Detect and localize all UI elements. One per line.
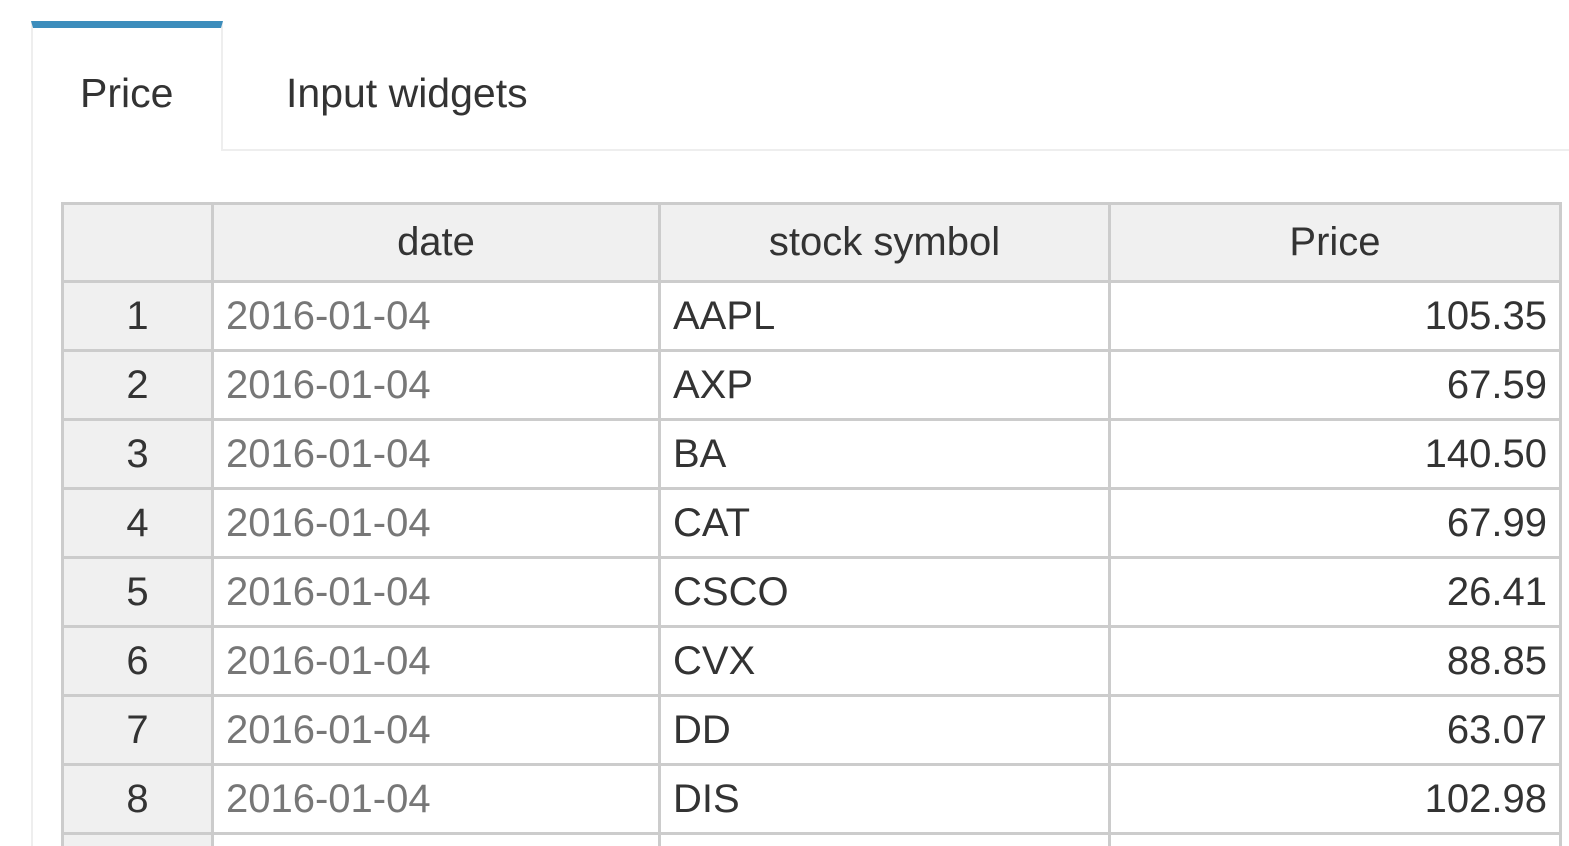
- row-header-cell[interactable]: 4: [61, 487, 214, 559]
- date-cell[interactable]: 2016-01-04: [211, 556, 661, 628]
- table-row: 2 2016-01-04 AXP 67.59: [61, 349, 1562, 421]
- date-cell[interactable]: 2016-01-04: [211, 487, 661, 559]
- row-header-cell[interactable]: 7: [61, 694, 214, 766]
- date-cell[interactable]: 2016-01-04: [211, 418, 661, 490]
- stock-symbol-cell[interactable]: CVX: [658, 625, 1111, 697]
- price-cell[interactable]: [1108, 832, 1562, 846]
- price-cell[interactable]: 102.98: [1108, 763, 1562, 835]
- price-cell[interactable]: 63.07: [1108, 694, 1562, 766]
- tab-price-label: Price: [80, 70, 174, 116]
- price-cell[interactable]: 140.50: [1108, 418, 1562, 490]
- column-header-price[interactable]: Price: [1108, 202, 1562, 283]
- table-row: 1 2016-01-04 AAPL 105.35: [61, 280, 1562, 352]
- price-cell[interactable]: 88.85: [1108, 625, 1562, 697]
- stock-symbol-cell[interactable]: DIS: [658, 763, 1111, 835]
- table-row: 8 2016-01-04 DIS 102.98: [61, 763, 1562, 835]
- date-cell[interactable]: 2016-01-04: [211, 625, 661, 697]
- price-cell[interactable]: 67.99: [1108, 487, 1562, 559]
- tab-content-panel: [31, 151, 1569, 846]
- tab-strip: Price Input widgets: [31, 21, 1569, 152]
- tab-input-widgets-label: Input widgets: [286, 70, 528, 116]
- price-cell[interactable]: 105.35: [1108, 280, 1562, 352]
- table-row: 6 2016-01-04 CVX 88.85: [61, 625, 1562, 697]
- row-header-cell[interactable]: 2: [61, 349, 214, 421]
- column-header-date[interactable]: date: [211, 202, 661, 283]
- price-cell[interactable]: 26.41: [1108, 556, 1562, 628]
- date-cell[interactable]: [211, 832, 661, 846]
- date-cell[interactable]: 2016-01-04: [211, 349, 661, 421]
- tab-price[interactable]: Price: [31, 21, 223, 151]
- date-cell[interactable]: 2016-01-04: [211, 694, 661, 766]
- table-row: [61, 832, 1562, 846]
- tab-input-widgets[interactable]: Input widgets: [223, 21, 583, 151]
- date-cell[interactable]: 2016-01-04: [211, 763, 661, 835]
- stock-symbol-cell[interactable]: CSCO: [658, 556, 1111, 628]
- stock-symbol-cell[interactable]: DD: [658, 694, 1111, 766]
- table-row: 5 2016-01-04 CSCO 26.41: [61, 556, 1562, 628]
- date-cell[interactable]: 2016-01-04: [211, 280, 661, 352]
- price-table: date stock symbol Price 1 2016-01-04 AAP…: [61, 202, 1562, 846]
- row-header-cell[interactable]: 6: [61, 625, 214, 697]
- corner-header-cell[interactable]: [61, 202, 214, 283]
- row-header-cell[interactable]: 3: [61, 418, 214, 490]
- stock-symbol-cell[interactable]: BA: [658, 418, 1111, 490]
- table-row: 4 2016-01-04 CAT 67.99: [61, 487, 1562, 559]
- row-header-cell[interactable]: 5: [61, 556, 214, 628]
- column-header-stock-symbol[interactable]: stock symbol: [658, 202, 1111, 283]
- price-cell[interactable]: 67.59: [1108, 349, 1562, 421]
- table-row: 7 2016-01-04 DD 63.07: [61, 694, 1562, 766]
- row-header-cell[interactable]: [61, 832, 214, 846]
- table-row: 3 2016-01-04 BA 140.50: [61, 418, 1562, 490]
- stock-symbol-cell[interactable]: CAT: [658, 487, 1111, 559]
- row-header-cell[interactable]: 1: [61, 280, 214, 352]
- row-header-cell[interactable]: 8: [61, 763, 214, 835]
- stock-symbol-cell[interactable]: AAPL: [658, 280, 1111, 352]
- table-header-row: date stock symbol Price: [61, 202, 1562, 283]
- tab-baseline: [221, 149, 1569, 151]
- stock-symbol-cell[interactable]: [658, 832, 1111, 846]
- stock-symbol-cell[interactable]: AXP: [658, 349, 1111, 421]
